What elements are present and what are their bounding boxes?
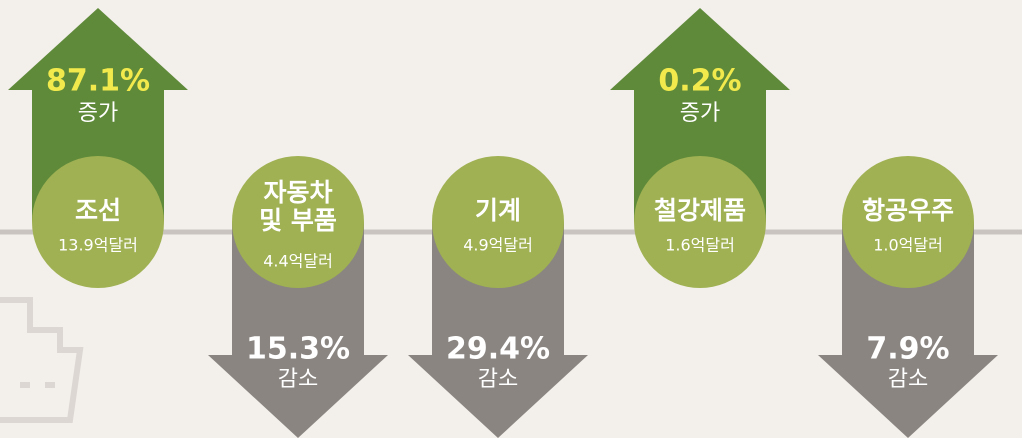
change-percent: 29.4% xyxy=(446,332,550,367)
change-direction: 감소 xyxy=(888,367,928,392)
item-name: 자동차 xyxy=(263,178,332,207)
change-direction: 증가 xyxy=(78,101,118,126)
item-name: 및 부품 xyxy=(259,206,337,235)
change-percent: 15.3% xyxy=(246,332,350,367)
item-amount: 1.0억달러 xyxy=(873,236,943,255)
item-amount: 13.9억달러 xyxy=(58,236,138,255)
item-amount: 4.4억달러 xyxy=(263,252,333,271)
item-name: 항공우주 xyxy=(862,196,954,225)
change-direction: 감소 xyxy=(278,367,318,392)
change-percent: 7.9% xyxy=(866,332,949,367)
ship-icon xyxy=(0,300,80,420)
change-percent: 0.2% xyxy=(658,64,741,99)
infographic: 87.1%증가조선13.9억달러자동차및 부품4.4억달러15.3%감소기계4.… xyxy=(0,0,1022,438)
change-direction: 감소 xyxy=(478,367,518,392)
item-name: 조선 xyxy=(75,196,121,225)
item-amount: 1.6억달러 xyxy=(665,236,735,255)
item-name: 철강제품 xyxy=(654,196,746,225)
item-amount: 4.9억달러 xyxy=(463,236,533,255)
change-direction: 증가 xyxy=(680,101,720,126)
change-percent: 87.1% xyxy=(46,64,150,99)
item-name: 기계 xyxy=(475,196,521,225)
